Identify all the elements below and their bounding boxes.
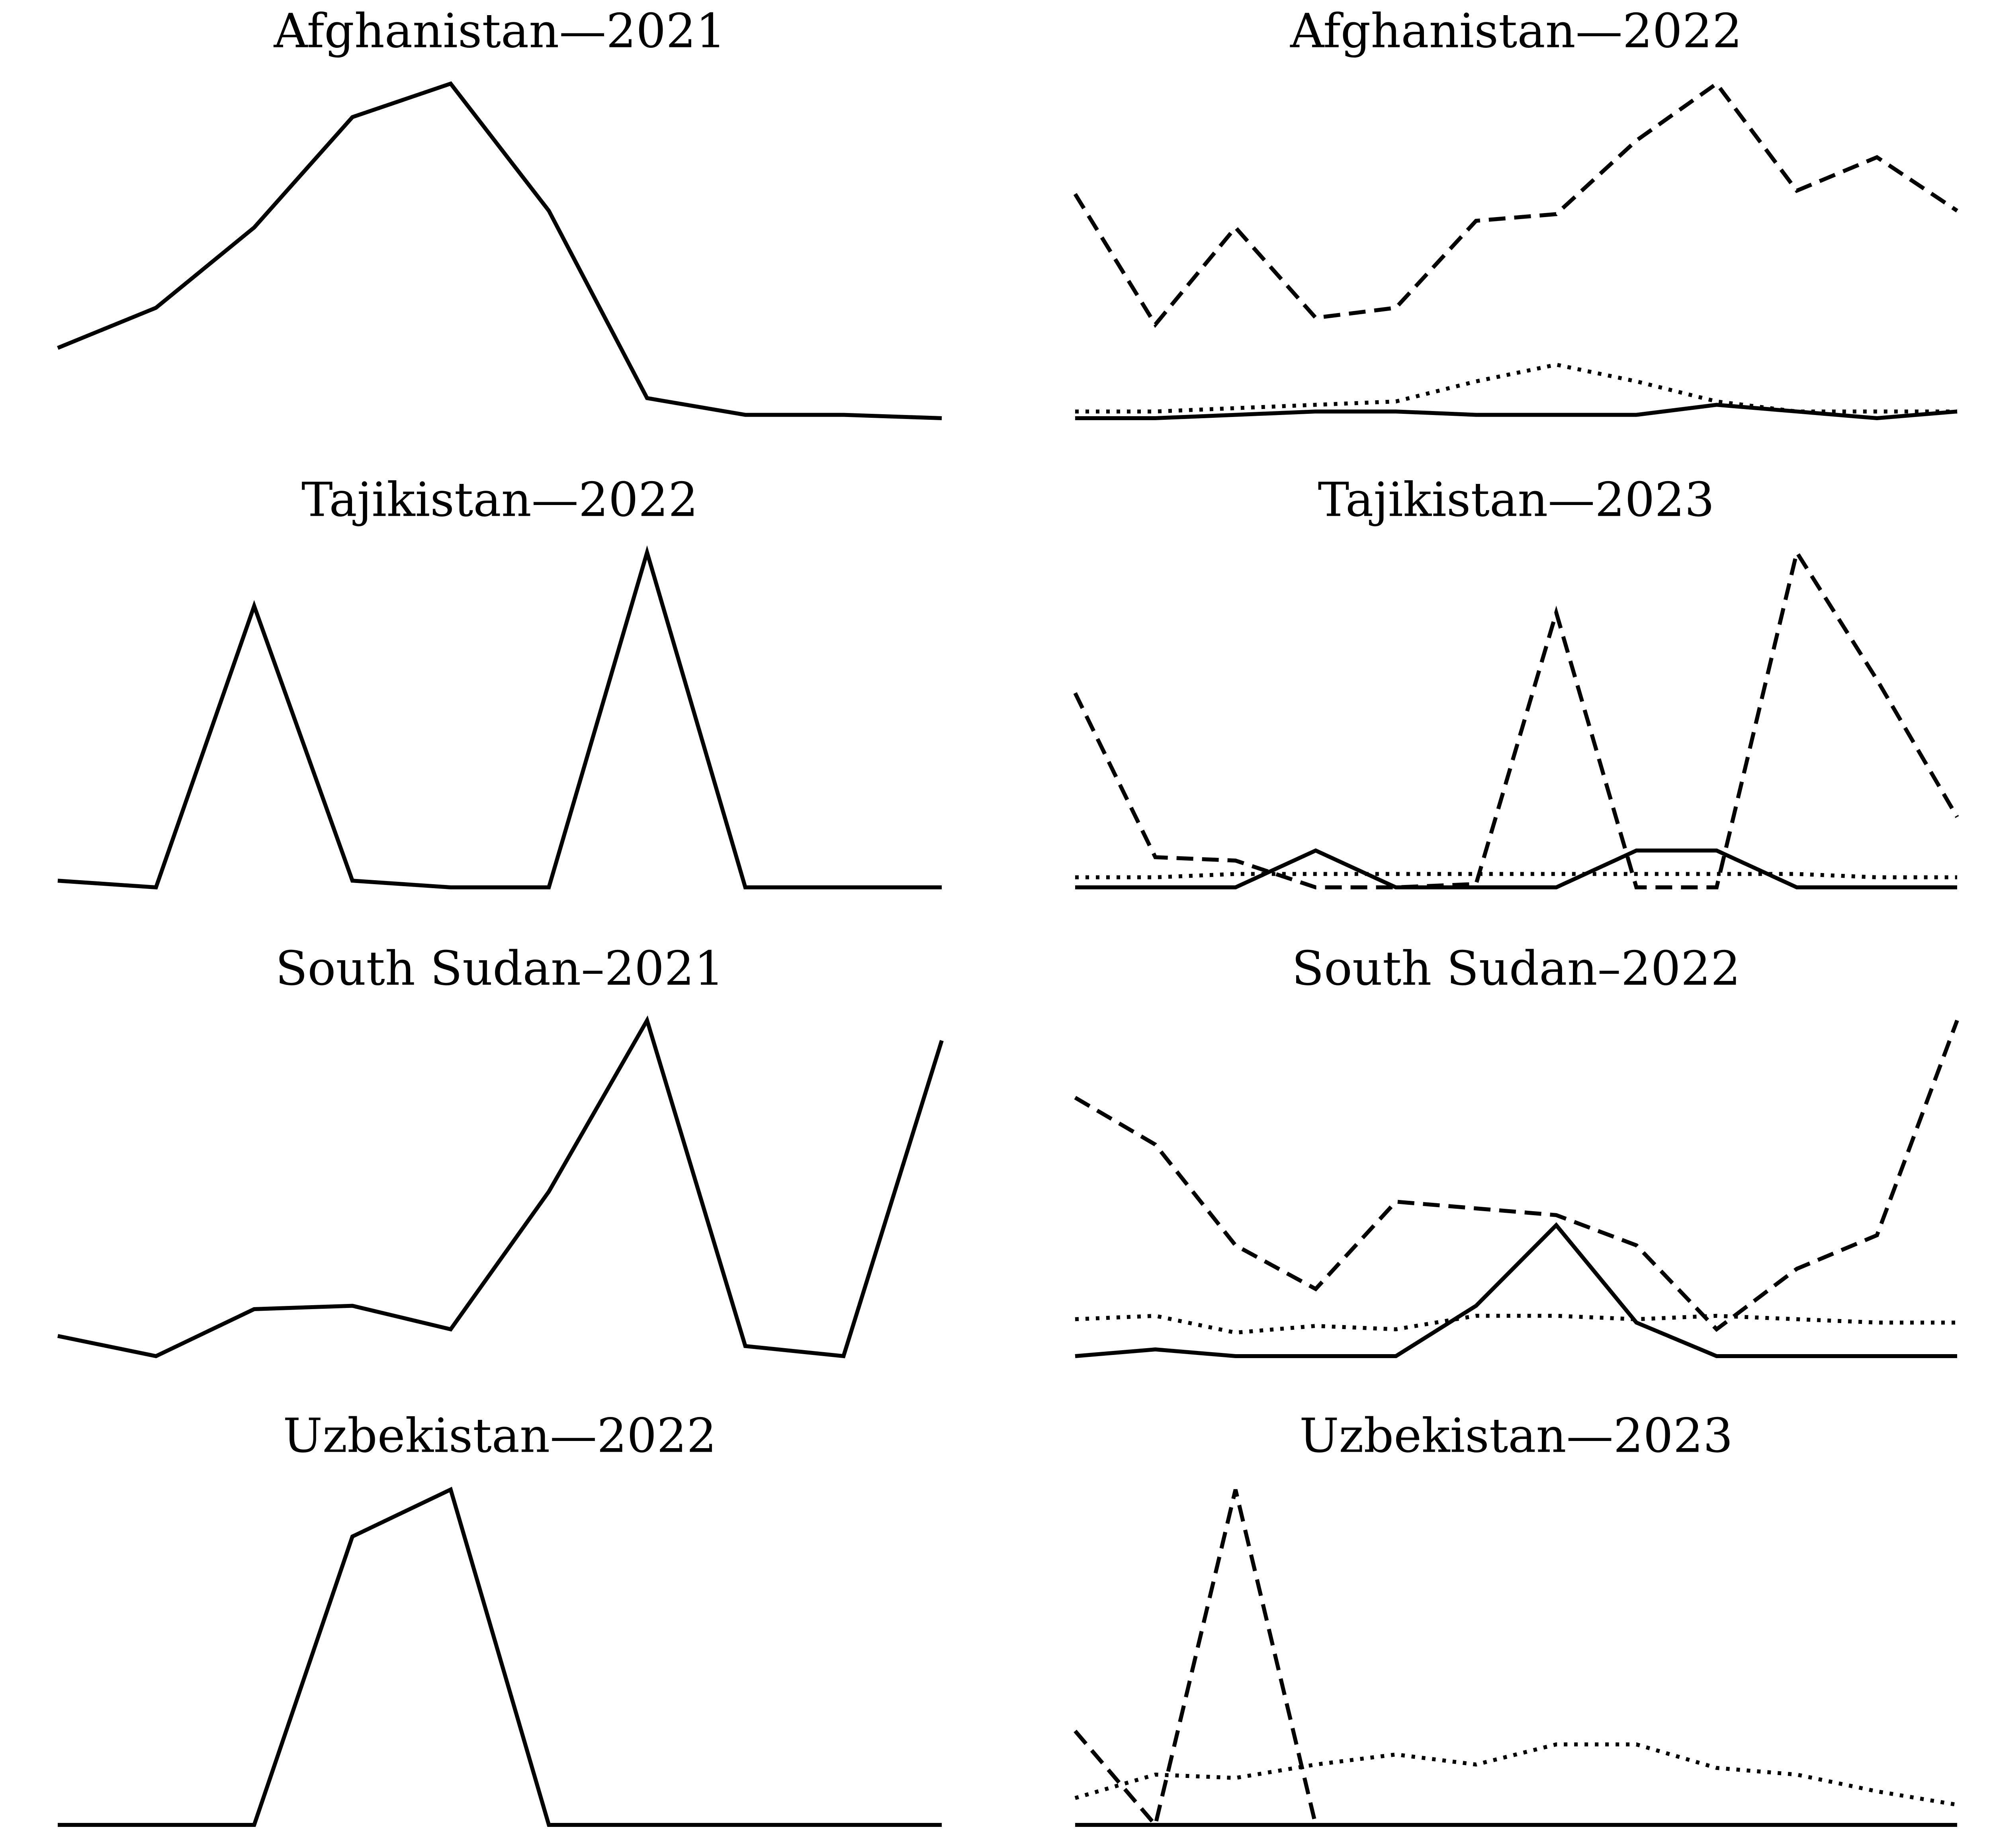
series-line-dashed	[1073, 81, 1958, 328]
series-line-dotted	[1075, 872, 1957, 879]
series-line-solid	[57, 545, 942, 890]
chart-title: South Sudan–2021	[276, 941, 724, 996]
chart-title: Afghanistan—2022	[1290, 4, 1742, 59]
series-line-dotted	[1074, 1742, 1958, 1807]
chart-panel-3: Tajikistan—2022	[57, 472, 942, 890]
series-line-solid	[1075, 1222, 1957, 1358]
chart-title: Uzbekistan—2022	[283, 1408, 717, 1463]
series-line-solid	[57, 81, 942, 420]
chart-panel-7: Uzbekistan—2022	[58, 1408, 942, 1827]
series-line-dashed	[1073, 547, 1959, 889]
series-line-solid	[58, 1486, 942, 1827]
series-line-dotted	[1075, 1314, 1957, 1335]
chart-panel-5: South Sudan–2021	[57, 941, 944, 1359]
chart-title: Tajikistan—2022	[301, 472, 698, 527]
chart-panel-6: South Sudan–2022	[1074, 941, 1959, 1358]
series-line-dashed	[1074, 1489, 1957, 1829]
chart-title: South Sudan–2022	[1292, 941, 1741, 996]
series-line-dashed	[1074, 1020, 1959, 1332]
chart-title: Tajikistan—2023	[1318, 472, 1714, 527]
chart-title: Uzbekistan—2023	[1299, 1408, 1733, 1463]
chart-panel-1: Afghanistan—2021	[57, 4, 942, 420]
series-line-solid	[1075, 848, 1957, 889]
series-line-dotted	[1075, 362, 1957, 414]
chart-panel-2: Afghanistan—2022	[1073, 4, 1958, 421]
chart-panel-8: Uzbekistan—2023	[1074, 1408, 1958, 1829]
series-line-solid	[1075, 403, 1958, 421]
series-line-solid	[57, 1015, 944, 1359]
chart-panel-4: Tajikistan—2023	[1073, 472, 1959, 889]
chart-title: Afghanistan—2021	[273, 4, 726, 59]
